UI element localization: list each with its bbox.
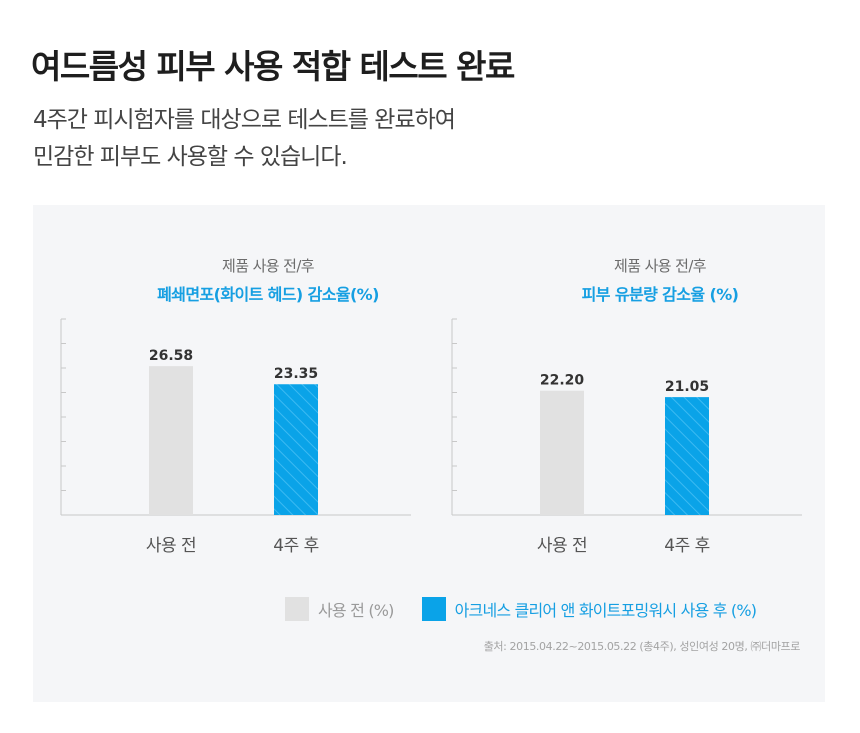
page-title: 여드름성 피부 사용 적합 테스트 완료 bbox=[31, 47, 515, 86]
chart-1-caption: 제품 사용 전/후 bbox=[222, 257, 315, 275]
page-subtitle: 4주간 피시험자를 대상으로 테스트를 완료하여 민감한 피부도 사용할 수 있… bbox=[33, 102, 456, 176]
chart-1-value-label: 26.58 bbox=[149, 348, 193, 364]
chart-2-bar-after bbox=[665, 397, 709, 515]
legend-label-before: 사용 전 (%) bbox=[318, 601, 394, 620]
legend: 사용 전 (%) 아크네스 클리어 앤 화이트포밍워시 사용 후 (%) bbox=[285, 597, 757, 621]
chart-2-title: 피부 유분량 감소율 (%) bbox=[581, 285, 739, 304]
chart-1-category-label: 사용 전 bbox=[146, 536, 196, 556]
chart-1-title: 폐쇄면포(화이트 헤드) 감소율(%) bbox=[157, 285, 379, 304]
chart-panel: 제품 사용 전/후 폐쇄면포(화이트 헤드) 감소율(%) 제품 사용 전/후 … bbox=[33, 205, 825, 702]
chart-1-category-label: 4주 후 bbox=[273, 536, 319, 556]
chart-2-category-label: 4주 후 bbox=[664, 536, 710, 556]
chart-1-bar-before bbox=[149, 366, 193, 515]
chart-2-value-label: 21.05 bbox=[665, 379, 709, 395]
subtitle-line-2: 민감한 피부도 사용할 수 있습니다. bbox=[33, 144, 348, 170]
chart-2-category-label: 사용 전 bbox=[537, 536, 587, 556]
chart-2-caption: 제품 사용 전/후 bbox=[614, 257, 707, 275]
legend-swatch-before bbox=[285, 597, 309, 621]
legend-swatch-after bbox=[421, 597, 446, 621]
chart-2-header: 제품 사용 전/후 피부 유분량 감소율 (%) bbox=[490, 255, 830, 305]
legend-item-after: 아크네스 클리어 앤 화이트포밍워시 사용 후 (%) bbox=[421, 597, 757, 621]
chart-1-header: 제품 사용 전/후 폐쇄면포(화이트 헤드) 감소율(%) bbox=[98, 255, 438, 305]
bar-charts: 26.58 사용 전 23.35 4주 후 22.20 사용 전 21.05 4주 후 bbox=[60, 318, 802, 556]
chart-2-bar-before bbox=[540, 390, 584, 515]
source-note: 출처: 2015.04.22~2015.05.22 (총4주), 성인여성 20… bbox=[483, 640, 801, 653]
chart-1-bar-after bbox=[274, 384, 318, 515]
legend-item-before: 사용 전 (%) bbox=[285, 597, 422, 621]
legend-label-after: 아크네스 클리어 앤 화이트포밍워시 사용 후 (%) bbox=[454, 601, 757, 620]
subtitle-line-1: 4주간 피시험자를 대상으로 테스트를 완료하여 bbox=[33, 107, 456, 133]
chart-2-value-label: 22.20 bbox=[540, 373, 585, 389]
chart-1-value-label: 23.35 bbox=[274, 366, 318, 382]
